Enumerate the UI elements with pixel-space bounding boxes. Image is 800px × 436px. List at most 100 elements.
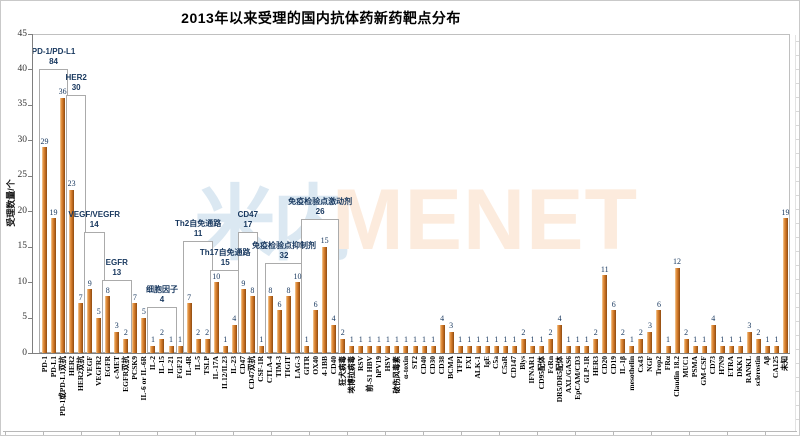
bar — [267, 296, 273, 353]
bar — [349, 345, 355, 353]
group-label: PD-1/PD-L1 84 — [1, 47, 114, 67]
bar — [764, 345, 770, 353]
group-label: Th17自免通路 15 — [165, 248, 285, 268]
bar — [638, 338, 644, 353]
bar — [159, 338, 165, 353]
group-label-name: Th2自免通路 — [175, 218, 222, 228]
bar — [204, 338, 210, 353]
bar — [448, 331, 454, 353]
bar-value-label: 1 — [503, 335, 508, 345]
bar-value-label: 19 — [49, 207, 58, 217]
bar — [177, 345, 183, 353]
y-tick-label: 5 — [22, 312, 27, 323]
bar — [87, 289, 93, 353]
bar — [123, 338, 129, 353]
right-edge-mark — [796, 111, 799, 112]
y-tick-mark — [28, 175, 32, 177]
right-edge-mark — [796, 41, 799, 42]
bottom-ruler-tick — [347, 432, 348, 435]
chart-title: 2013年以来受理的国内抗体药新药靶点分布 — [181, 10, 461, 26]
y-tick-label: 25 — [17, 170, 28, 181]
bar — [502, 345, 508, 353]
bar-value-label: 1 — [431, 335, 436, 345]
right-edge-mark — [796, 251, 799, 252]
bar-value-label: 1 — [403, 335, 408, 345]
y-tick-mark — [28, 104, 32, 106]
bar-value-label: 1 — [566, 335, 571, 345]
bar-value-label: 9 — [241, 278, 246, 288]
group-label: 免疫检验点抑制剂 32 — [224, 241, 344, 261]
y-tick-label: 10 — [17, 276, 28, 287]
bar — [186, 303, 192, 353]
right-edge-mark — [796, 223, 799, 224]
bar-value-label: 19 — [781, 207, 790, 217]
y-tick-mark — [28, 140, 32, 142]
group-label-total: 30 — [71, 82, 81, 92]
bar — [719, 345, 725, 353]
y-axis-line — [32, 34, 33, 354]
bar-value-label: 3 — [747, 321, 752, 331]
bar-value-label: 12 — [673, 257, 682, 267]
bar — [539, 345, 544, 353]
group-label-name: Th17自免通路 — [199, 248, 251, 258]
right-edge-mark — [796, 391, 799, 392]
group-label-total: 26 — [315, 207, 325, 217]
bar-value-label: 10 — [293, 271, 302, 281]
bar-value-label: 1 — [367, 335, 372, 345]
bar — [340, 338, 346, 353]
bar-value-label: 2 — [159, 328, 164, 338]
right-edge-mark — [796, 377, 799, 378]
bar-value-label: 6 — [656, 299, 661, 309]
right-edge-mark — [796, 139, 799, 140]
bar — [213, 282, 219, 353]
bar — [692, 345, 698, 353]
bar-value-label: 1 — [150, 335, 155, 345]
bar-value-label: 11 — [600, 264, 609, 274]
x-tick-label: 未知 — [780, 356, 790, 371]
bar-value-label: 1 — [693, 335, 698, 345]
bar-value-label: 1 — [738, 335, 743, 345]
bottom-ruler-tick — [613, 432, 614, 435]
bottom-ruler-tick — [233, 432, 234, 435]
bottom-ruler-tick — [765, 432, 766, 435]
bar-value-label: 1 — [223, 335, 228, 345]
right-edge-mark — [796, 265, 799, 266]
y-tick-label: 0 — [22, 347, 27, 358]
bar-value-label: 1 — [765, 335, 770, 345]
bar — [683, 338, 689, 353]
y-tick-mark — [28, 282, 32, 284]
bar — [620, 338, 626, 353]
bar — [782, 218, 788, 353]
group-label: 细胞因子 4 — [102, 285, 222, 305]
group-label-total: 84 — [49, 57, 59, 67]
y-tick-label: 40 — [17, 63, 28, 74]
bar-value-label: 4 — [232, 314, 237, 324]
bottom-ruler-tick — [43, 432, 44, 435]
right-edge-mark — [796, 195, 799, 196]
bar — [584, 345, 590, 353]
bar-value-label: 1 — [512, 335, 517, 345]
bar — [69, 189, 75, 353]
bar — [295, 282, 301, 353]
bar-value-label: 1 — [394, 335, 399, 345]
bar-value-label: 1 — [530, 335, 535, 345]
bar — [773, 345, 779, 353]
bar-value-label: 5 — [96, 307, 101, 317]
bar — [304, 345, 310, 353]
bar-value-label: 2 — [756, 328, 761, 338]
bar — [367, 345, 373, 353]
group-label-total: 14 — [89, 220, 99, 230]
right-edge-mark — [796, 405, 799, 406]
bar — [412, 345, 418, 353]
x-tick-label: CD95配体 — [536, 356, 546, 390]
bar — [611, 310, 617, 353]
bar-value-label: 2 — [205, 328, 210, 338]
bar-value-label: 10 — [212, 271, 221, 281]
y-tick-label: 20 — [17, 205, 28, 216]
right-edge-mark — [796, 237, 799, 238]
bar-value-label: 8 — [268, 285, 273, 295]
right-edge-mark — [796, 55, 799, 56]
bar-value-label: 1 — [178, 335, 183, 345]
bar — [258, 345, 264, 353]
bar — [493, 345, 499, 353]
